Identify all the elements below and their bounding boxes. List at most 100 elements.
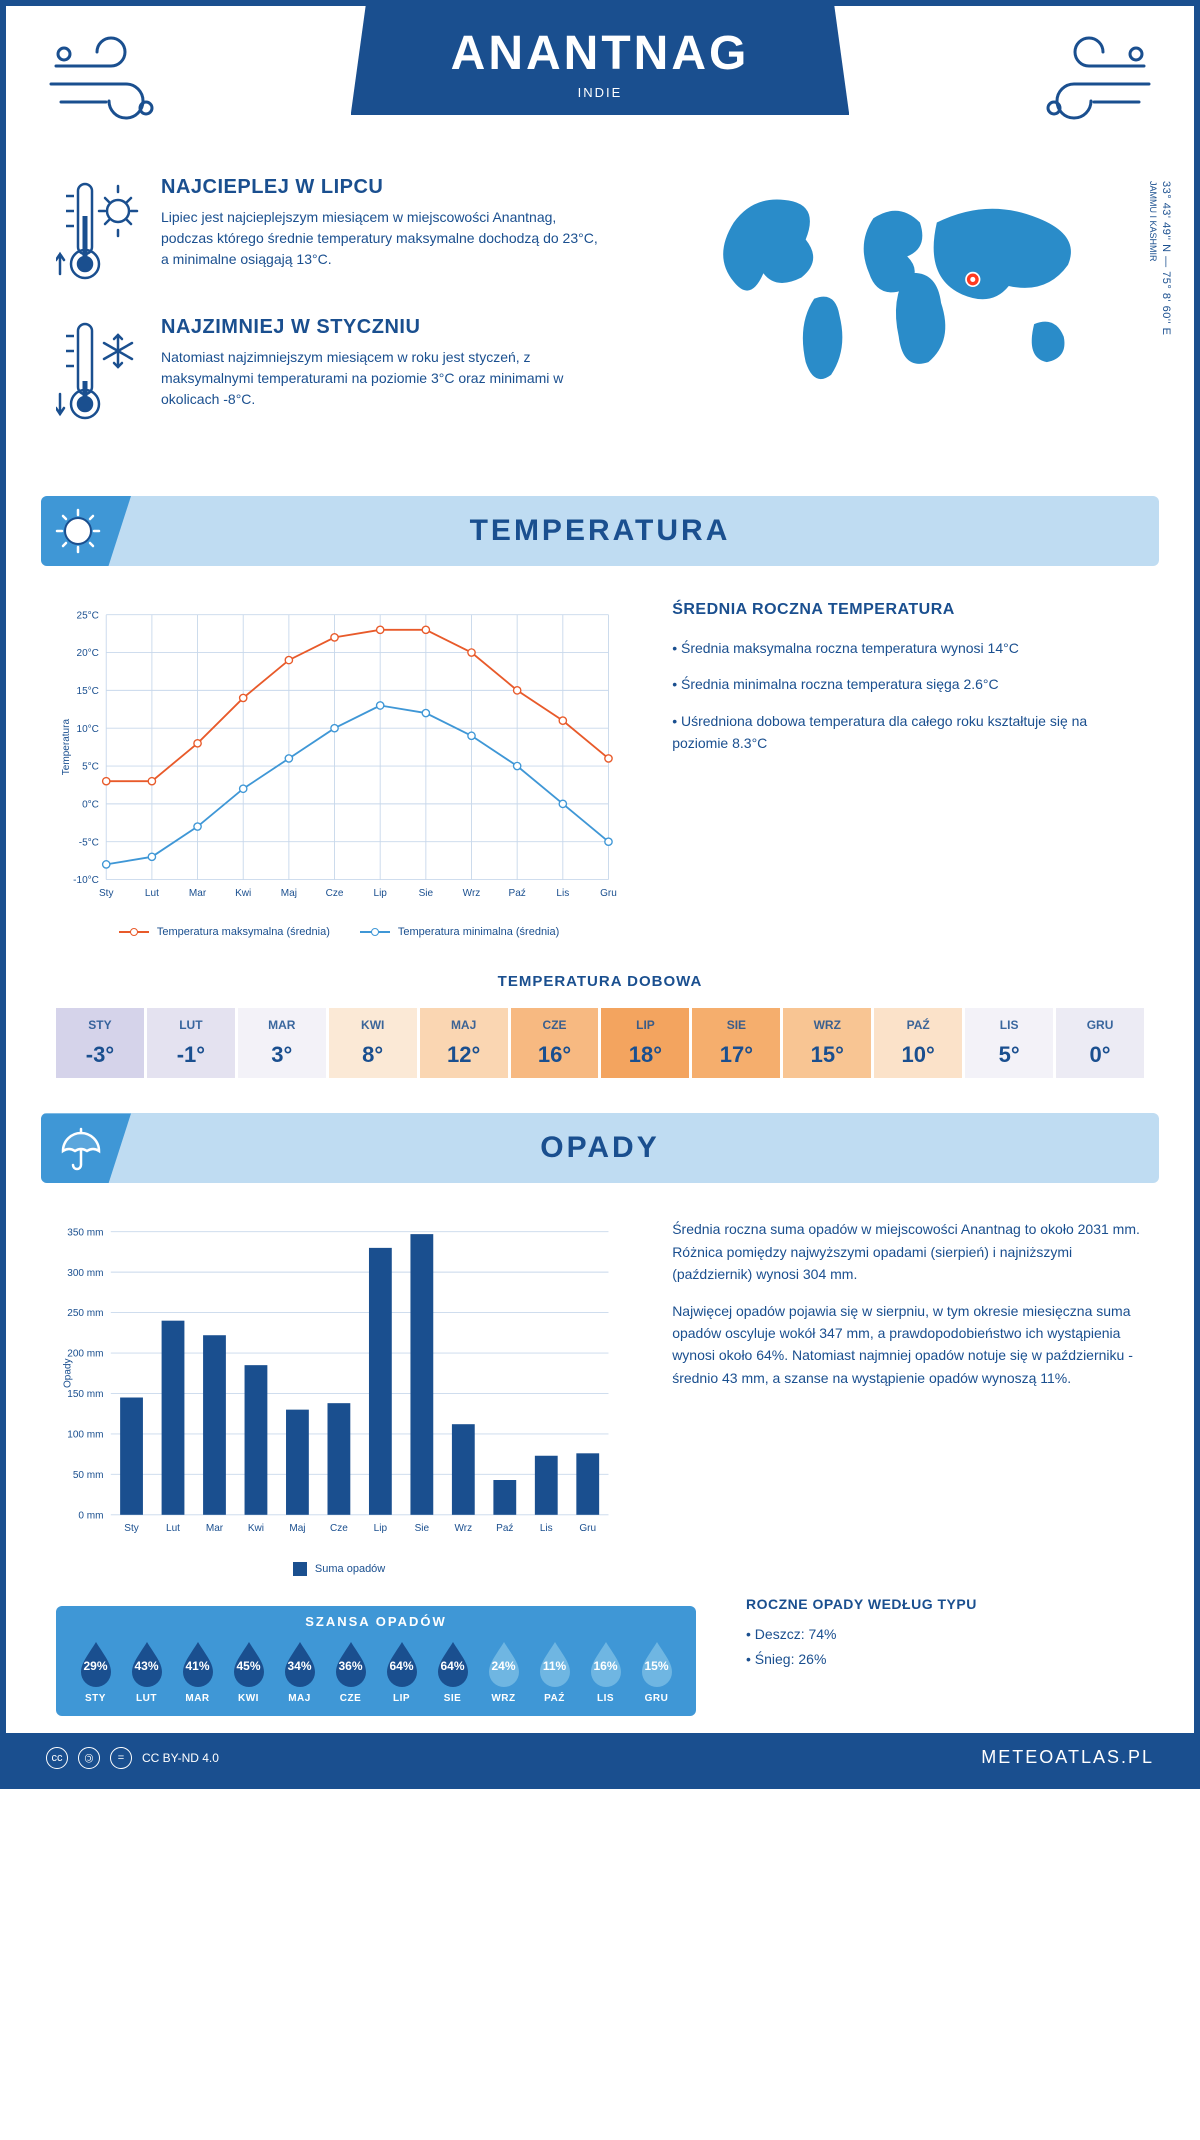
svg-text:Mar: Mar (206, 1524, 224, 1535)
svg-text:100 mm: 100 mm (67, 1430, 103, 1441)
sun-icon (53, 506, 103, 556)
hottest-text: Lipiec jest najcieplejszym miesiącem w m… (161, 207, 605, 270)
raindrop-icon: 43% (128, 1639, 166, 1687)
raindrop-icon: 16% (587, 1639, 625, 1687)
hottest-heading: NAJCIEPLEJ W LIPCU (161, 176, 605, 199)
precip-chance-cell: 64% SIE (427, 1639, 478, 1704)
thermometer-hot-icon (56, 176, 141, 286)
svg-text:Lis: Lis (556, 888, 569, 899)
precipitation-row: 0 mm 50 mm 100 mm 150 mm 200 mm 250 mm 300 mm 3… (6, 1183, 1194, 1586)
daily-temp-cell: SIE17° (692, 1008, 780, 1078)
precip-chance-cell: 16% LIS (580, 1639, 631, 1704)
svg-text:Paź: Paź (509, 888, 526, 899)
svg-text:Lut: Lut (166, 1524, 180, 1535)
svg-text:Sie: Sie (415, 1524, 430, 1535)
temperature-title: TEMPERATURA (470, 514, 731, 547)
svg-text:250 mm: 250 mm (67, 1309, 103, 1320)
daily-temp-cell: STY-3° (56, 1008, 144, 1078)
title-banner: ANANTNAG INDIE (351, 6, 850, 115)
coldest-block: NAJZIMNIEJ W STYCZNIU Natomiast najzimni… (56, 316, 605, 426)
cc-icon: cc (46, 1747, 68, 1769)
precip-para-1: Średnia roczna suma opadów w miejscowośc… (672, 1218, 1144, 1285)
daily-temp-grid: STY-3°LUT-1°MAR3°KWI8°MAJ12°CZE16°LIP18°… (56, 1008, 1144, 1078)
daily-temp-cell: LIS5° (965, 1008, 1053, 1078)
raindrop-icon: 34% (281, 1639, 319, 1687)
precip-chance-cell: 15% GRU (631, 1639, 682, 1704)
precip-type-heading: ROCZNE OPADY WEDŁUG TYPU (746, 1596, 1144, 1612)
precipitation-bar-chart: 0 mm 50 mm 100 mm 150 mm 200 mm 250 mm 300 mm 3… (56, 1218, 622, 1547)
thermometer-cold-icon (56, 316, 141, 426)
daily-temp-cell: MAR3° (238, 1008, 326, 1078)
precip-type-item: • Deszcz: 74% (746, 1622, 1144, 1647)
world-map (645, 176, 1144, 396)
svg-text:5°C: 5°C (82, 762, 99, 773)
precip-by-type: ROCZNE OPADY WEDŁUG TYPU • Deszcz: 74%• … (696, 1596, 1194, 1702)
svg-text:Wrz: Wrz (454, 1524, 472, 1535)
coldest-text: Natomiast najzimniejszym miesiącem w rok… (161, 347, 605, 410)
svg-text:0 mm: 0 mm (78, 1511, 103, 1522)
raindrop-icon: 24% (485, 1639, 523, 1687)
svg-text:Lip: Lip (374, 1524, 388, 1535)
svg-text:20°C: 20°C (77, 648, 99, 659)
daily-temp-heading: TEMPERATURA DOBOWA (56, 973, 1144, 990)
precip-chance-cell: 36% CZE (325, 1639, 376, 1704)
svg-text:Sie: Sie (419, 888, 434, 899)
temperature-line-chart: -10°C-5°C0°C5°C10°C15°C20°C25°CStyLutMar… (56, 601, 622, 911)
svg-text:Sty: Sty (124, 1524, 138, 1535)
svg-text:-5°C: -5°C (79, 837, 99, 848)
precip-chance-cell: 29% STY (70, 1639, 121, 1704)
hottest-block: NAJCIEPLEJ W LIPCU Lipiec jest najcieple… (56, 176, 605, 286)
svg-text:300 mm: 300 mm (67, 1268, 103, 1279)
precipitation-title: OPADY (540, 1131, 659, 1164)
svg-text:50 mm: 50 mm (73, 1470, 104, 1481)
precip-chance-grid: 29% STY 43% LUT 41% MAR 45% KWI (56, 1639, 696, 1704)
page-subtitle: INDIE (451, 85, 750, 100)
nd-icon: = (110, 1747, 132, 1769)
svg-text:Cze: Cze (326, 888, 344, 899)
svg-text:150 mm: 150 mm (67, 1390, 103, 1401)
temperature-row: -10°C-5°C0°C5°C10°C15°C20°C25°CStyLutMar… (6, 566, 1194, 973)
svg-text:200 mm: 200 mm (67, 1349, 103, 1360)
temperature-section-header: TEMPERATURA (41, 496, 1159, 566)
svg-text:15°C: 15°C (77, 686, 99, 697)
daily-temp-cell: MAJ12° (420, 1008, 508, 1078)
svg-text:Kwi: Kwi (248, 1524, 264, 1535)
page-title: ANANTNAG (451, 26, 750, 81)
svg-text:10°C: 10°C (77, 724, 99, 735)
precip-chance-cell: 34% MAJ (274, 1639, 325, 1704)
svg-text:Temperatura: Temperatura (61, 719, 72, 776)
precip-para-2: Najwięcej opadów pojawia się w sierpniu,… (672, 1300, 1144, 1390)
raindrop-icon: 64% (383, 1639, 421, 1687)
precip-chance-cell: 43% LUT (121, 1639, 172, 1704)
svg-text:Paź: Paź (496, 1524, 513, 1535)
stat-bullet: • Średnia minimalna roczna temperatura s… (672, 673, 1144, 695)
precipitation-section-header: OPADY (41, 1113, 1159, 1183)
raindrop-icon: 15% (638, 1639, 676, 1687)
svg-text:0°C: 0°C (82, 800, 99, 811)
legend-item: Temperatura maksymalna (średnia) (119, 926, 330, 938)
svg-text:Maj: Maj (281, 888, 297, 899)
daily-temp-cell: KWI8° (329, 1008, 417, 1078)
svg-text:Mar: Mar (189, 888, 207, 899)
svg-text:25°C: 25°C (77, 610, 99, 621)
raindrop-icon: 41% (179, 1639, 217, 1687)
svg-text:Opady: Opady (63, 1359, 74, 1389)
daily-temperature: TEMPERATURA DOBOWA STY-3°LUT-1°MAR3°KWI8… (6, 973, 1194, 1113)
svg-text:Lut: Lut (145, 888, 159, 899)
legend-item: Temperatura minimalna (średnia) (360, 926, 559, 938)
site-name: METEOATLAS.PL (981, 1747, 1154, 1768)
temperature-legend: Temperatura maksymalna (średnia) Temperat… (56, 926, 622, 938)
precip-chance-cell: 11% PAŹ (529, 1639, 580, 1704)
svg-text:350 mm: 350 mm (67, 1228, 103, 1239)
raindrop-icon: 45% (230, 1639, 268, 1687)
wind-icon-left (46, 36, 166, 126)
stat-bullet: • Średnia maksymalna roczna temperatura … (672, 637, 1144, 659)
legend-swatch (293, 1562, 307, 1576)
precip-type-item: • Śnieg: 26% (746, 1647, 1144, 1672)
stat-bullet: • Uśredniona dobowa temperatura dla całe… (672, 710, 1144, 755)
precip-chance-cell: 41% MAR (172, 1639, 223, 1704)
precip-chance-cell: 64% LIP (376, 1639, 427, 1704)
precip-legend-label: Suma opadów (315, 1563, 385, 1575)
avg-temp-heading: ŚREDNIA ROCZNA TEMPERATURA (672, 601, 1144, 619)
svg-text:Gru: Gru (579, 1524, 596, 1535)
